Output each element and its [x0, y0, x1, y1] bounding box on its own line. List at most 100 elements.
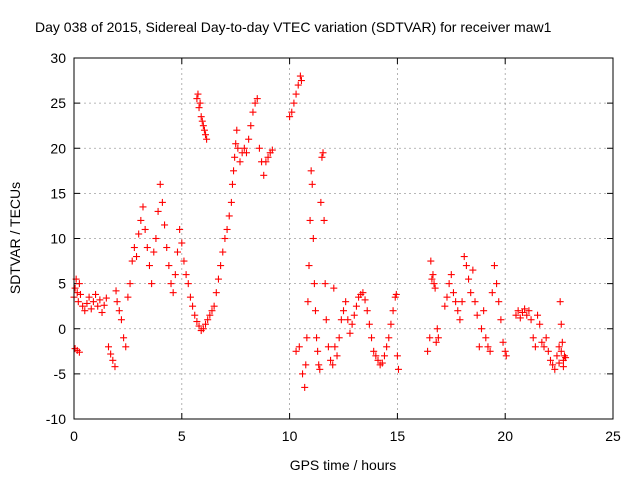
data-point: [228, 180, 236, 188]
data-point: [202, 320, 210, 328]
data-point: [318, 153, 326, 161]
data-point: [306, 216, 314, 224]
data-point: [135, 230, 143, 238]
data-point: [232, 140, 240, 148]
data-point: [480, 307, 488, 315]
data-point: [518, 309, 526, 317]
data-point: [521, 305, 529, 313]
data-point: [299, 370, 307, 378]
data-point: [558, 338, 566, 346]
data-point: [346, 329, 354, 337]
data-point: [304, 298, 312, 306]
x-tick-labels: 0 5 10 15 20 25: [70, 428, 621, 444]
data-point: [130, 244, 138, 252]
data-point: [488, 289, 496, 297]
data-point: [465, 275, 473, 283]
data-point: [462, 262, 470, 270]
data-point: [389, 307, 397, 315]
data-point: [156, 180, 164, 188]
data-point: [242, 149, 250, 157]
data-point: [529, 334, 537, 342]
data-point: [255, 144, 263, 152]
data-point: [557, 320, 565, 328]
data-point: [221, 235, 229, 242]
data-point: [286, 113, 294, 121]
data-point: [553, 352, 561, 360]
data-point: [309, 235, 317, 242]
data-point: [195, 104, 203, 112]
data-point: [473, 311, 481, 319]
data-point: [493, 280, 501, 288]
y-tick-label: 30: [50, 50, 66, 66]
data-point: [512, 311, 520, 319]
data-point: [180, 257, 188, 265]
data-point: [427, 257, 435, 265]
data-point: [502, 352, 510, 360]
y-tick-label: 0: [58, 321, 66, 337]
data-point: [499, 338, 507, 346]
data-point: [150, 248, 158, 256]
data-point: [264, 153, 272, 161]
data-point: [340, 307, 347, 315]
data-point: [363, 307, 371, 315]
data-point: [342, 298, 350, 306]
data-point: [128, 257, 136, 265]
data-point: [171, 271, 179, 279]
data-point: [350, 311, 358, 319]
data-point: [158, 198, 166, 206]
x-tick-label: 20: [497, 428, 513, 444]
x-tick-label: 0: [70, 428, 78, 444]
data-point: [317, 198, 325, 206]
data-point: [137, 216, 145, 224]
y-tick-label: -5: [54, 366, 67, 382]
data-point: [333, 352, 341, 360]
data-point: [361, 296, 369, 304]
data-point: [313, 334, 321, 342]
data-point: [378, 359, 386, 367]
data-point: [115, 307, 123, 315]
data-point: [562, 354, 570, 362]
data-points: [70, 72, 570, 391]
data-point: [122, 343, 130, 351]
data-point: [200, 126, 208, 134]
data-point: [75, 348, 83, 356]
data-point: [443, 293, 451, 301]
data-point: [393, 352, 401, 360]
data-point: [452, 298, 460, 306]
data-point: [471, 298, 479, 306]
data-point: [107, 350, 115, 358]
data-point: [365, 320, 373, 328]
data-point: [449, 289, 457, 297]
data-point: [327, 356, 335, 364]
data-point: [469, 266, 477, 274]
data-point: [460, 253, 468, 261]
data-point: [245, 135, 253, 143]
data-point: [230, 167, 238, 175]
y-tick-label: 10: [50, 231, 66, 247]
data-point: [501, 347, 509, 355]
data-point: [475, 343, 483, 351]
data-point: [307, 167, 315, 175]
data-point: [497, 316, 505, 324]
data-point: [199, 122, 207, 130]
data-point: [176, 225, 184, 233]
data-point: [74, 298, 82, 306]
data-point: [320, 216, 328, 224]
data-point: [305, 262, 313, 270]
y-tick-label: 20: [50, 140, 66, 156]
data-point: [247, 122, 255, 130]
data-point: [292, 90, 300, 98]
data-point: [546, 356, 554, 364]
data-point: [81, 307, 89, 315]
data-point: [290, 99, 298, 107]
data-point: [199, 325, 207, 333]
data-point: [394, 365, 402, 373]
data-point: [240, 144, 248, 152]
data-point: [557, 347, 565, 355]
data-point: [385, 334, 393, 342]
data-point: [431, 284, 439, 292]
y-axis-title: SDTVAR / TECUs: [7, 182, 23, 294]
data-point: [202, 131, 210, 139]
data-point: [495, 298, 503, 306]
data-point: [204, 316, 212, 324]
